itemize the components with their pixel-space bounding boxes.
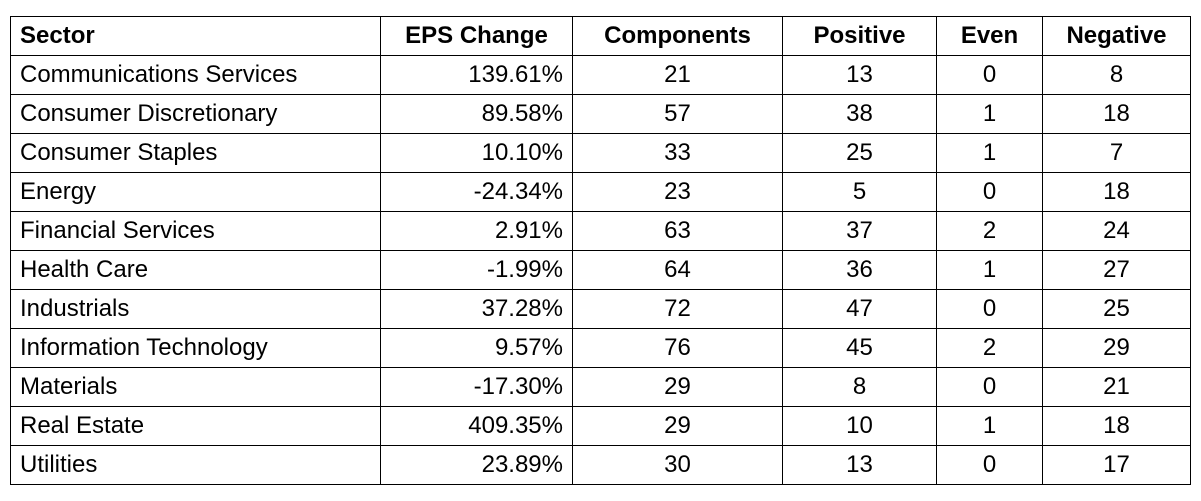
- cell-components: 57: [572, 94, 783, 134]
- cell-components: 23: [572, 172, 783, 212]
- cell-sector: Utilities: [10, 445, 381, 485]
- cell-eps-change: 10.10%: [380, 133, 573, 173]
- header-row: Sector EPS Change Components Positive Ev…: [10, 16, 1191, 56]
- cell-positive: 10: [782, 406, 937, 446]
- cell-eps-change: -1.99%: [380, 250, 573, 290]
- cell-sector: Communications Services: [10, 55, 381, 95]
- cell-eps-change: -17.30%: [380, 367, 573, 407]
- cell-even: 0: [936, 55, 1043, 95]
- header-even: Even: [936, 16, 1043, 56]
- cell-components: 21: [572, 55, 783, 95]
- table-row: Materials -17.30% 29 8 0 21: [10, 367, 1191, 407]
- cell-negative: 17: [1042, 445, 1191, 485]
- cell-even: 2: [936, 211, 1043, 251]
- table-row: Energy -24.34% 23 5 0 18: [10, 172, 1191, 212]
- cell-components: 63: [572, 211, 783, 251]
- cell-negative: 25: [1042, 289, 1191, 329]
- cell-eps-change: 409.35%: [380, 406, 573, 446]
- cell-positive: 8: [782, 367, 937, 407]
- cell-sector: Energy: [10, 172, 381, 212]
- cell-even: 0: [936, 367, 1043, 407]
- header-sector: Sector: [10, 16, 381, 56]
- cell-components: 72: [572, 289, 783, 329]
- cell-sector: Real Estate: [10, 406, 381, 446]
- header-positive: Positive: [782, 16, 937, 56]
- cell-eps-change: 23.89%: [380, 445, 573, 485]
- cell-even: 0: [936, 172, 1043, 212]
- cell-negative: 24: [1042, 211, 1191, 251]
- eps-table: Sector EPS Change Components Positive Ev…: [10, 16, 1191, 485]
- cell-positive: 13: [782, 55, 937, 95]
- cell-negative: 8: [1042, 55, 1191, 95]
- cell-eps-change: -24.34%: [380, 172, 573, 212]
- cell-components: 64: [572, 250, 783, 290]
- header-negative: Negative: [1042, 16, 1191, 56]
- table-row: Industrials 37.28% 72 47 0 25: [10, 289, 1191, 329]
- cell-positive: 47: [782, 289, 937, 329]
- cell-even: 0: [936, 289, 1043, 329]
- cell-even: 1: [936, 133, 1043, 173]
- header-components: Components: [572, 16, 783, 56]
- cell-positive: 37: [782, 211, 937, 251]
- cell-eps-change: 139.61%: [380, 55, 573, 95]
- cell-components: 29: [572, 406, 783, 446]
- cell-eps-change: 37.28%: [380, 289, 573, 329]
- table-row: Utilities 23.89% 30 13 0 17: [10, 445, 1191, 485]
- cell-negative: 18: [1042, 172, 1191, 212]
- cell-negative: 29: [1042, 328, 1191, 368]
- cell-components: 76: [572, 328, 783, 368]
- cell-positive: 38: [782, 94, 937, 134]
- table-row: Information Technology 9.57% 76 45 2 29: [10, 328, 1191, 368]
- cell-positive: 45: [782, 328, 937, 368]
- table-row: Consumer Staples 10.10% 33 25 1 7: [10, 133, 1191, 173]
- cell-eps-change: 9.57%: [380, 328, 573, 368]
- cell-even: 1: [936, 250, 1043, 290]
- table-row: Health Care -1.99% 64 36 1 27: [10, 250, 1191, 290]
- cell-positive: 13: [782, 445, 937, 485]
- cell-negative: 7: [1042, 133, 1191, 173]
- cell-eps-change: 2.91%: [380, 211, 573, 251]
- cell-sector: Financial Services: [10, 211, 381, 251]
- header-eps-change: EPS Change: [380, 16, 573, 56]
- cell-components: 29: [572, 367, 783, 407]
- cell-sector: Information Technology: [10, 328, 381, 368]
- table-body: Communications Services 139.61% 21 13 0 8 Cons…: [10, 55, 1191, 485]
- cell-negative: 18: [1042, 406, 1191, 446]
- table-row: Financial Services 2.91% 63 37 2 24: [10, 211, 1191, 251]
- cell-sector: Health Care: [10, 250, 381, 290]
- table-row: Communications Services 139.61% 21 13 0 8: [10, 55, 1191, 95]
- cell-eps-change: 89.58%: [380, 94, 573, 134]
- cell-sector: Consumer Discretionary: [10, 94, 381, 134]
- cell-positive: 25: [782, 133, 937, 173]
- cell-sector: Consumer Staples: [10, 133, 381, 173]
- table-row: Real Estate 409.35% 29 10 1 18: [10, 406, 1191, 446]
- table-container: Sector EPS Change Components Positive Ev…: [10, 16, 1191, 485]
- table-row: Consumer Discretionary 89.58% 57 38 1 18: [10, 94, 1191, 134]
- cell-negative: 27: [1042, 250, 1191, 290]
- cell-sector: Industrials: [10, 289, 381, 329]
- cell-positive: 36: [782, 250, 937, 290]
- cell-even: 1: [936, 94, 1043, 134]
- cell-components: 33: [572, 133, 783, 173]
- cell-even: 2: [936, 328, 1043, 368]
- cell-positive: 5: [782, 172, 937, 212]
- cell-even: 0: [936, 445, 1043, 485]
- cell-negative: 18: [1042, 94, 1191, 134]
- table-header: Sector EPS Change Components Positive Ev…: [10, 16, 1191, 56]
- cell-components: 30: [572, 445, 783, 485]
- cell-negative: 21: [1042, 367, 1191, 407]
- cell-even: 1: [936, 406, 1043, 446]
- cell-sector: Materials: [10, 367, 381, 407]
